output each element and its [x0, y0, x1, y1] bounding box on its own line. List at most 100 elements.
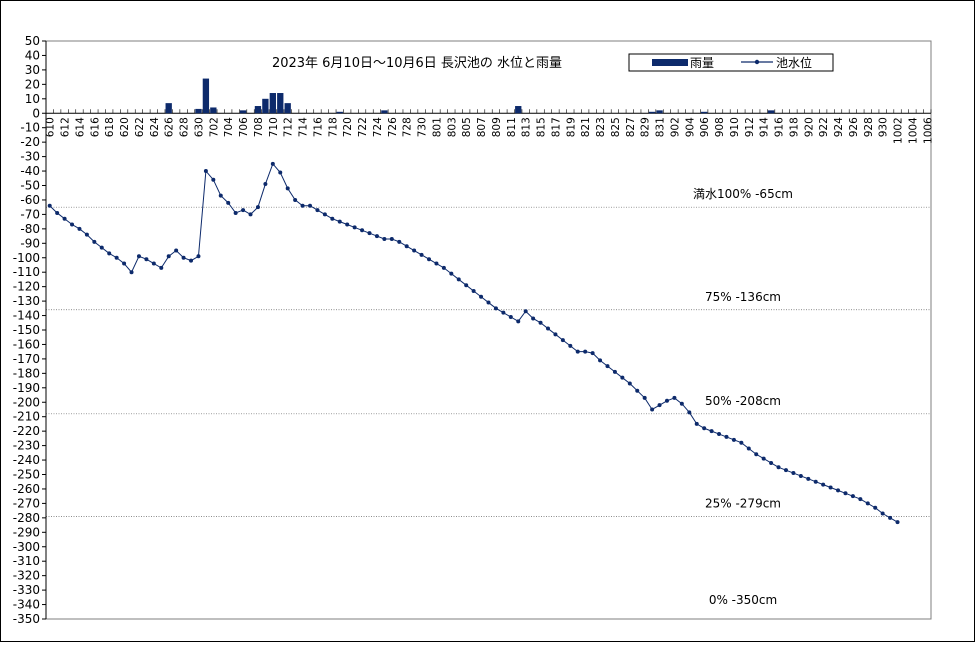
y-tick-label: -70 — [20, 207, 40, 221]
x-tick-label: 610 — [45, 117, 57, 137]
y-tick-label: -290 — [13, 525, 40, 539]
rain-bar — [701, 111, 708, 114]
level-point — [783, 468, 788, 473]
x-tick-label: 618 — [104, 117, 116, 137]
level-point — [754, 452, 759, 457]
y-tick-label: 0 — [32, 106, 40, 120]
x-tick-label: 622 — [134, 117, 146, 137]
level-point — [278, 170, 283, 175]
rain-bar — [239, 110, 247, 114]
x-tick-label: 809 — [491, 117, 503, 137]
x-tick-label: 829 — [640, 117, 652, 137]
legend: 雨量 池水位 — [628, 53, 834, 72]
level-point — [449, 271, 454, 276]
level-point — [92, 239, 97, 244]
level-point — [538, 320, 543, 325]
y-tick-label: -80 — [20, 222, 40, 236]
level-point — [419, 252, 424, 257]
level-point — [181, 255, 186, 260]
x-tick-label: 724 — [372, 117, 384, 137]
x-tick-label: 908 — [714, 117, 726, 137]
rain-bar — [767, 110, 775, 114]
rain-bar — [254, 106, 262, 114]
level-point — [821, 482, 826, 487]
level-point — [635, 388, 640, 393]
x-tick-label: 730 — [417, 117, 429, 137]
level-point — [672, 395, 677, 400]
rain-bar — [165, 103, 172, 114]
legend-level-marker — [754, 59, 760, 65]
x-tick-label: 926 — [848, 117, 860, 137]
x-tick-label: 616 — [89, 117, 101, 137]
level-point — [791, 471, 796, 476]
level-point — [255, 205, 260, 210]
level-point — [412, 248, 417, 253]
level-point — [873, 505, 878, 510]
y-tick-label: -230 — [13, 439, 40, 453]
level-point — [761, 456, 766, 461]
x-tick-label: 712 — [283, 117, 295, 137]
level-point — [70, 222, 75, 227]
x-tick-label: 823 — [595, 117, 607, 137]
level-point — [84, 232, 89, 237]
y-tick-label: -110 — [13, 265, 40, 279]
x-tick-label: 920 — [803, 117, 815, 137]
level-point — [486, 300, 491, 305]
level-point — [850, 494, 855, 499]
x-tick-label: 817 — [550, 117, 562, 137]
level-point — [352, 225, 357, 230]
level-point — [397, 239, 402, 244]
x-tick-label: 726 — [387, 117, 399, 137]
level-point — [508, 314, 513, 319]
x-tick-label: 813 — [521, 117, 533, 137]
level-point — [174, 248, 179, 253]
rain-bar — [262, 98, 269, 114]
y-tick-label: -340 — [13, 598, 40, 612]
reference-line-label: 満水100% -65cm — [693, 187, 793, 201]
level-point — [196, 254, 201, 259]
level-point — [322, 212, 327, 217]
level-point — [374, 234, 379, 239]
level-point — [441, 265, 446, 270]
x-tick-label: 626 — [164, 117, 176, 137]
level-point — [523, 309, 528, 314]
level-point — [679, 401, 684, 406]
x-tick-label: 831 — [655, 117, 667, 137]
x-tick-label: 1004 — [907, 117, 919, 144]
legend-box — [628, 53, 834, 72]
level-point — [122, 261, 127, 266]
x-tick-label: 718 — [327, 117, 339, 137]
level-point — [575, 349, 580, 354]
y-tick-label: -200 — [13, 395, 40, 409]
y-tick-label: -250 — [13, 468, 40, 482]
x-tick-label: 904 — [684, 117, 696, 137]
level-point — [769, 460, 774, 465]
x-tick-label: 918 — [788, 117, 800, 137]
level-point — [627, 381, 632, 386]
level-point — [55, 210, 60, 215]
x-tick-label: 811 — [506, 117, 518, 137]
level-point — [612, 369, 617, 374]
level-point — [136, 254, 141, 259]
y-axis: 50403020100-10-20-30-40-50-60-70-80-90-1… — [13, 34, 47, 626]
level-point — [724, 434, 729, 439]
level-point — [888, 515, 893, 520]
level-point — [694, 421, 699, 426]
legend-level-label: 池水位 — [776, 55, 812, 70]
level-point — [241, 208, 246, 213]
y-tick-label: -160 — [13, 337, 40, 351]
rain-bar — [656, 110, 663, 114]
y-tick-label: -120 — [13, 280, 40, 294]
y-tick-label: 40 — [25, 48, 40, 62]
level-point — [203, 169, 208, 174]
level-point — [404, 244, 409, 249]
level-point — [516, 319, 521, 324]
y-tick-label: 10 — [25, 92, 40, 106]
y-tick-label: 20 — [25, 77, 40, 91]
y-tick-label: -20 — [20, 135, 40, 149]
level-point — [99, 245, 104, 250]
level-point — [531, 316, 536, 321]
x-tick-label: 916 — [774, 117, 786, 137]
x-tick-label: 722 — [357, 117, 369, 137]
